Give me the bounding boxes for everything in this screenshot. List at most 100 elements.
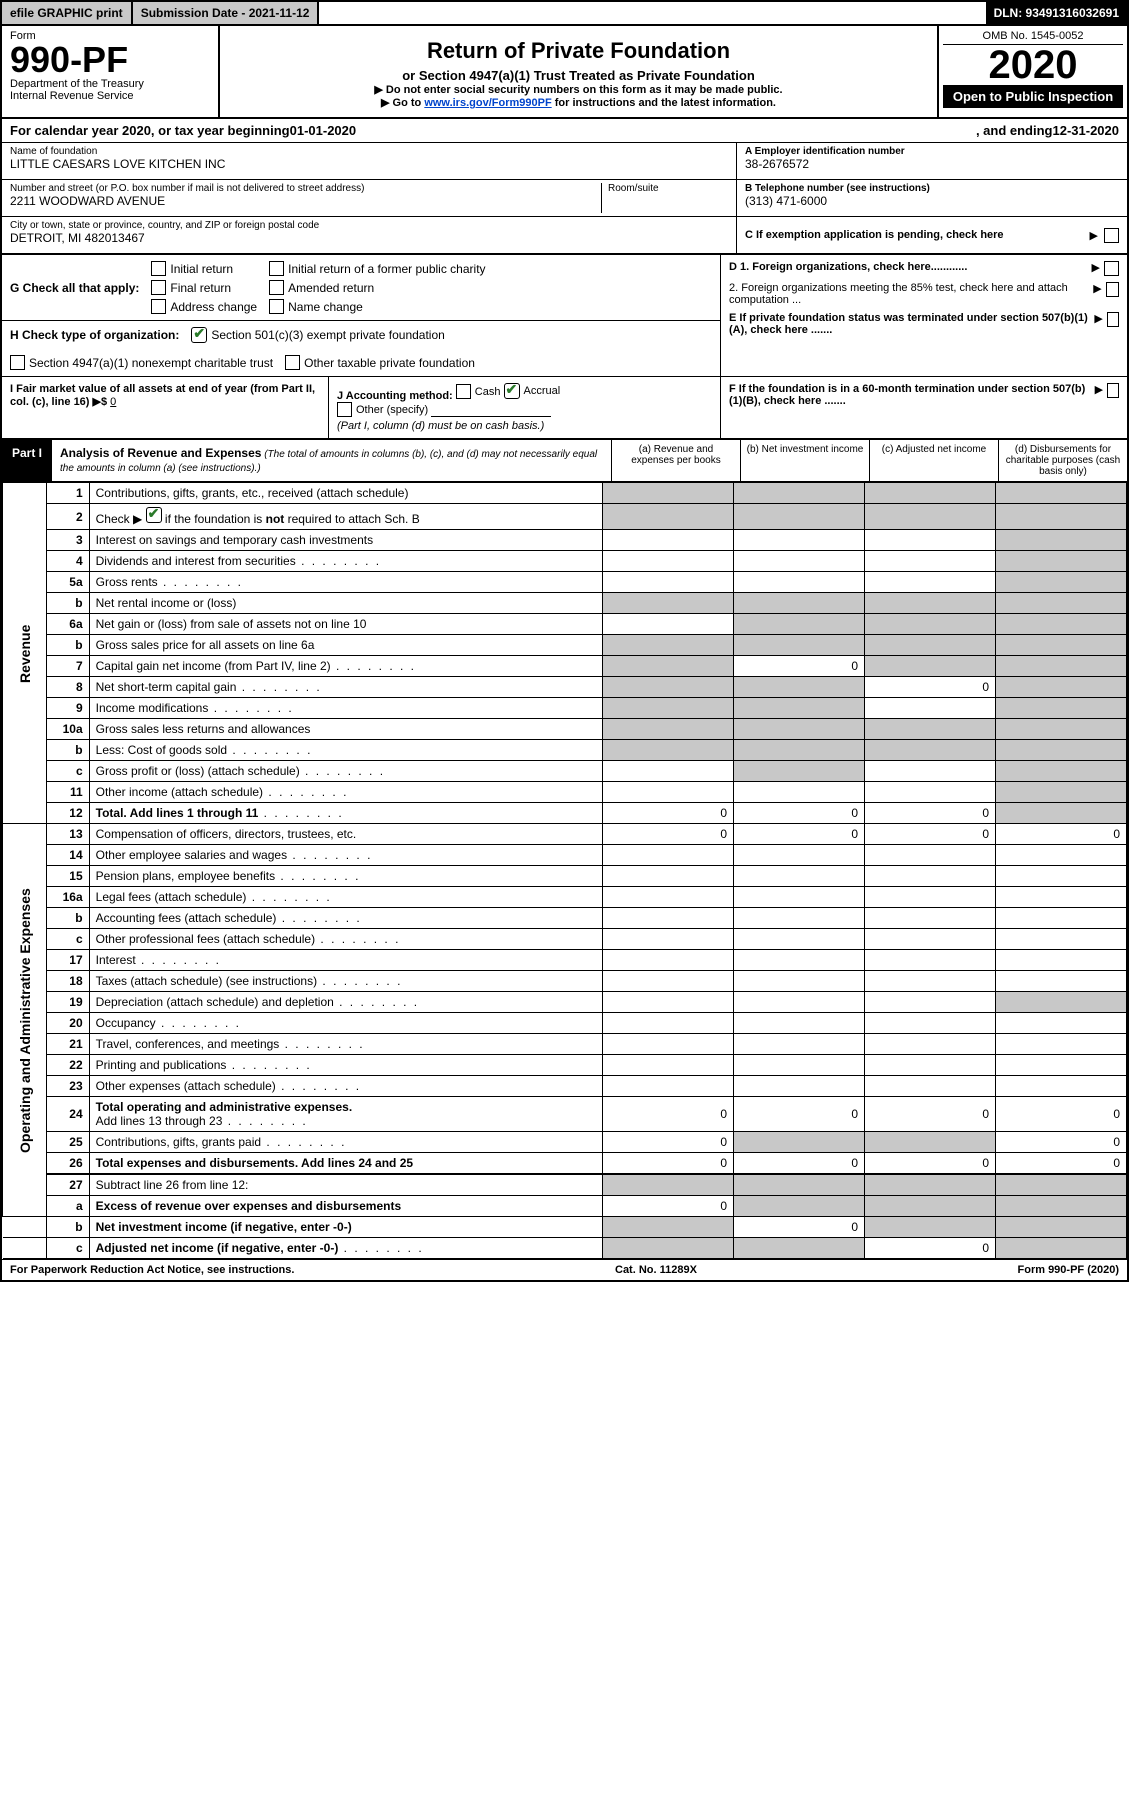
j-accrual-checkbox[interactable] — [504, 383, 520, 399]
line-26: Total expenses and disbursements. Add li… — [89, 1153, 602, 1175]
header-right: OMB No. 1545-0052 2020 Open to Public In… — [937, 26, 1127, 117]
phone-value: (313) 471-6000 — [745, 194, 1119, 208]
g-opt-4: Amended return — [288, 281, 374, 295]
line-6a: Net gain or (loss) from sale of assets n… — [89, 614, 602, 635]
footer-mid: Cat. No. 11289X — [615, 1264, 697, 1276]
g-opt-5: Name change — [288, 300, 363, 314]
val-27b: 0 — [734, 1217, 865, 1238]
val-13b: 0 — [734, 824, 865, 845]
f-checkbox[interactable] — [1107, 383, 1119, 398]
val-27c: 0 — [865, 1238, 996, 1259]
j-accrual: Accrual — [524, 385, 561, 397]
j-other-checkbox[interactable] — [337, 402, 352, 417]
c-checkbox[interactable] — [1104, 228, 1119, 243]
line-23: Other expenses (attach schedule) — [89, 1076, 602, 1097]
val-26d: 0 — [996, 1153, 1127, 1175]
j-cash: Cash — [475, 386, 501, 398]
line-27c: Adjusted net income (if negative, enter … — [89, 1238, 602, 1259]
line-7: Capital gain net income (from Part IV, l… — [89, 656, 602, 677]
expenses-side-label: Operating and Administrative Expenses — [3, 824, 47, 1217]
line-22: Printing and publications — [89, 1055, 602, 1076]
e-checkbox[interactable] — [1107, 312, 1119, 327]
i-label: I Fair market value of all assets at end… — [10, 383, 315, 408]
g-label: G Check all that apply: — [10, 281, 139, 295]
val-24b: 0 — [734, 1097, 865, 1132]
g-initial-checkbox[interactable] — [151, 261, 166, 276]
line-16b: Accounting fees (attach schedule) — [89, 908, 602, 929]
col-c-head: (c) Adjusted net income — [869, 440, 998, 481]
irs-label: Internal Revenue Service — [10, 90, 210, 102]
h-opt-3: Other taxable private foundation — [304, 356, 475, 370]
instruction-1: ▶ Do not enter social security numbers o… — [228, 83, 929, 96]
d1-label: D 1. Foreign organizations, check here..… — [729, 261, 967, 276]
line-13: Compensation of officers, directors, tru… — [89, 824, 602, 845]
header-left: Form 990-PF Department of the Treasury I… — [2, 26, 220, 117]
line-14: Other employee salaries and wages — [89, 845, 602, 866]
g-former-checkbox[interactable] — [269, 261, 284, 276]
line-15: Pension plans, employee benefits — [89, 866, 602, 887]
phone-cell: B Telephone number (see instructions) (3… — [737, 180, 1127, 217]
h-row: H Check type of organization: Section 50… — [2, 321, 720, 376]
f-cell: F If the foundation is in a 60-month ter… — [721, 377, 1127, 438]
form-number: 990-PF — [10, 42, 210, 78]
g-opt-0: Initial return — [170, 262, 233, 276]
l2-checkbox[interactable] — [146, 507, 162, 523]
col-b-head: (b) Net investment income — [740, 440, 869, 481]
g-final-checkbox[interactable] — [151, 280, 166, 295]
val-24a: 0 — [603, 1097, 734, 1132]
val-12a: 0 — [603, 803, 734, 824]
h-opt-1: Section 501(c)(3) exempt private foundat… — [211, 328, 444, 342]
h-501c3-checkbox[interactable] — [191, 327, 207, 343]
line-20: Occupancy — [89, 1013, 602, 1034]
line-16a: Legal fees (attach schedule) — [89, 887, 602, 908]
instr2-post: for instructions and the latest informat… — [552, 97, 776, 109]
c-cell: C If exemption application is pending, c… — [737, 217, 1127, 253]
h-other-checkbox[interactable] — [285, 355, 300, 370]
part1-table: Revenue 1Contributions, gifts, grants, e… — [2, 482, 1127, 1259]
line-10a: Gross sales less returns and allowances — [89, 719, 602, 740]
val-24c: 0 — [865, 1097, 996, 1132]
f-label: F If the foundation is in a 60-month ter… — [729, 383, 1091, 432]
foundation-name: LITTLE CAESARS LOVE KITCHEN INC — [10, 157, 728, 171]
footer-right: Form 990-PF (2020) — [1018, 1264, 1120, 1276]
h-label: H Check type of organization: — [10, 328, 179, 342]
line-16c: Other professional fees (attach schedule… — [89, 929, 602, 950]
col-a-head: (a) Revenue and expenses per books — [611, 440, 740, 481]
j-cash-checkbox[interactable] — [456, 384, 471, 399]
j-other: Other (specify) — [356, 404, 428, 416]
val-26b: 0 — [734, 1153, 865, 1175]
entity-info: Name of foundation LITTLE CAESARS LOVE K… — [2, 143, 1127, 255]
dln-label: DLN: 93491316032691 — [986, 2, 1127, 24]
line-24: Total operating and administrative expen… — [89, 1097, 602, 1132]
val-13a: 0 — [603, 824, 734, 845]
instruction-2: ▶ Go to www.irs.gov/Form990PF for instru… — [228, 96, 929, 109]
line-10b: Less: Cost of goods sold — [89, 740, 602, 761]
form-container: efile GRAPHIC print Submission Date - 20… — [0, 0, 1129, 1282]
irs-link[interactable]: www.irs.gov/Form990PF — [424, 97, 551, 109]
line-2: Check ▶ if the foundation is not require… — [89, 504, 602, 530]
val-25d: 0 — [996, 1132, 1127, 1153]
part1-header: Part I Analysis of Revenue and Expenses … — [2, 440, 1127, 482]
line-1: Contributions, gifts, grants, etc., rece… — [89, 483, 602, 504]
h-4947-checkbox[interactable] — [10, 355, 25, 370]
ein-value: 38-2676572 — [745, 157, 1119, 171]
g-amended-checkbox[interactable] — [269, 280, 284, 295]
g-address-checkbox[interactable] — [151, 299, 166, 314]
form-header: Form 990-PF Department of the Treasury I… — [2, 26, 1127, 119]
line-5a: Gross rents — [89, 572, 602, 593]
form-title: Return of Private Foundation — [228, 38, 929, 64]
tax-year: 2020 — [943, 45, 1123, 85]
d2-checkbox[interactable] — [1106, 282, 1119, 297]
address: 2211 WOODWARD AVENUE — [10, 194, 601, 208]
line-27b: Net investment income (if negative, ente… — [89, 1217, 602, 1238]
d1-checkbox[interactable] — [1104, 261, 1119, 276]
j-cell: J Accounting method: Cash Accrual Other … — [329, 377, 721, 438]
instr2-pre: ▶ Go to — [381, 97, 424, 109]
dept-label: Department of the Treasury — [10, 78, 210, 90]
line-10c: Gross profit or (loss) (attach schedule) — [89, 761, 602, 782]
j-label: J Accounting method: — [337, 390, 453, 402]
col-d-head: (d) Disbursements for charitable purpose… — [998, 440, 1127, 481]
addr-label: Number and street (or P.O. box number if… — [10, 183, 601, 194]
h-opt-2: Section 4947(a)(1) nonexempt charitable … — [29, 356, 273, 370]
g-name-checkbox[interactable] — [269, 299, 284, 314]
